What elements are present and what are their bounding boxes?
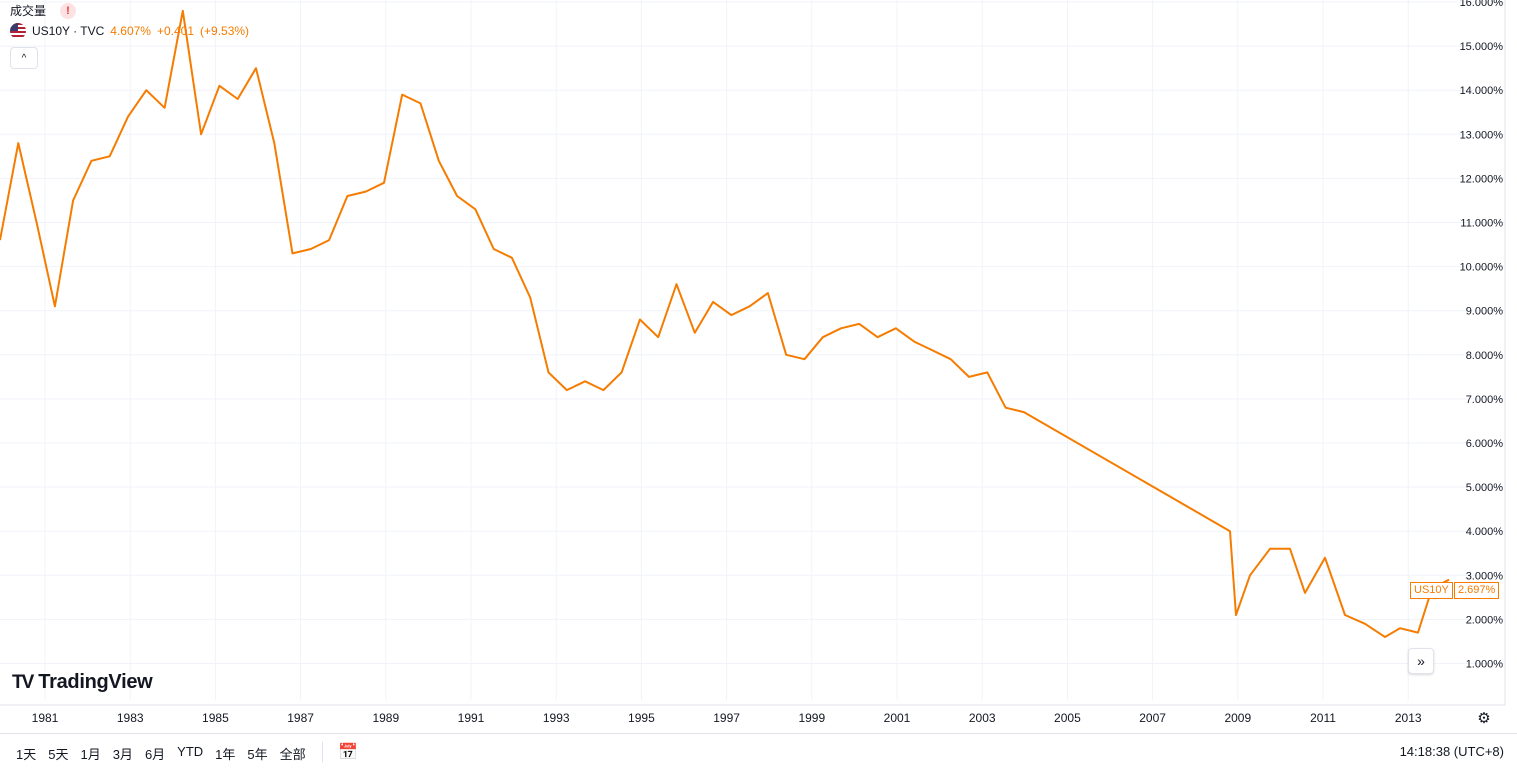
range-button[interactable]: 1年 xyxy=(215,747,236,762)
price-chart[interactable]: 1.000% 2.000% 3.000% 4.000% 5.000% 6.000% 7.00… xyxy=(0,0,1517,733)
us-flag-icon xyxy=(10,23,26,39)
toolbar-divider xyxy=(322,742,323,762)
x-tick-label: 1985 xyxy=(202,711,229,725)
x-tick-label: 2013 xyxy=(1395,711,1422,725)
y-tick-label: 1.000% xyxy=(1466,659,1504,671)
range-selector: 1天 5天 1月 3月 6月 YTD 1年 5年 全部 xyxy=(10,744,312,763)
y-tick-label: 13.000% xyxy=(1460,129,1504,141)
scroll-to-realtime-button[interactable]: » xyxy=(1408,648,1434,674)
last-price: 4.607% xyxy=(110,24,151,38)
tradingview-logo-text: TradingView xyxy=(38,671,153,693)
y-tick-label: 16.000% xyxy=(1460,0,1504,9)
y-tick-label: 4.000% xyxy=(1466,526,1504,538)
tradingview-logo-icon: TV xyxy=(12,671,34,693)
bottom-toolbar: 1天 5天 1月 3月 6月 YTD 1年 5年 全部 📅 14:18:38 (… xyxy=(0,733,1517,769)
range-button[interactable]: 全部 xyxy=(279,747,306,762)
y-tick-label: 12.000% xyxy=(1460,173,1504,185)
y-tick-label: 14.000% xyxy=(1460,85,1504,97)
range-button[interactable]: YTD xyxy=(177,744,204,759)
alert-icon[interactable]: ! xyxy=(60,2,77,19)
x-tick-label: 1989 xyxy=(372,711,399,725)
collapse-legend-button[interactable]: ^ xyxy=(10,47,38,69)
legend: 成交量 ! US10Y · TVC 4.607% +0.401 (+9.53%) xyxy=(10,2,249,39)
range-button[interactable]: 6月 xyxy=(144,747,166,762)
x-tick-label: 2003 xyxy=(969,711,996,725)
x-tick-label: 1993 xyxy=(543,711,570,725)
goto-date-calendar-icon[interactable]: 📅 xyxy=(338,744,358,761)
x-tick-label: 1997 xyxy=(713,711,740,725)
y-tick-label: 5.000% xyxy=(1466,482,1504,494)
volume-label: 成交量 xyxy=(10,4,47,18)
range-button[interactable]: 1月 xyxy=(80,747,101,762)
price-tag-value: 2.697% xyxy=(1454,582,1500,599)
y-tick-label: 11.000% xyxy=(1460,218,1503,230)
y-tick-label: 10.000% xyxy=(1460,262,1504,274)
range-button[interactable]: 5天 xyxy=(48,747,69,762)
x-tick-label: 1995 xyxy=(628,711,655,725)
price-change-percent: (+9.53%) xyxy=(200,24,250,38)
y-tick-label: 2.000% xyxy=(1466,614,1504,626)
range-button[interactable]: 5年 xyxy=(247,747,268,762)
settings-gear-icon[interactable]: ⚙ xyxy=(1477,710,1491,727)
tradingview-logo[interactable]: TV TradingView xyxy=(12,671,153,694)
y-tick-label: 7.000% xyxy=(1466,394,1504,406)
y-tick-label: 3.000% xyxy=(1466,570,1504,582)
y-tick-label: 6.000% xyxy=(1466,438,1504,450)
us10y-series-line xyxy=(0,9,1450,638)
clock-timezone[interactable]: 14:18:38 (UTC+8) xyxy=(1399,744,1504,759)
range-button[interactable]: 3月 xyxy=(112,747,133,762)
x-tick-label: 2009 xyxy=(1224,711,1251,725)
x-tick-label: 1987 xyxy=(287,711,314,725)
price-tag-symbol: US10Y xyxy=(1410,582,1453,599)
x-tick-label: 1981 xyxy=(32,711,59,725)
x-tick-label: 2007 xyxy=(1139,711,1166,725)
x-tick-label: 1999 xyxy=(798,711,825,725)
x-tick-label: 1983 xyxy=(117,711,144,725)
x-tick-label: 1991 xyxy=(458,711,485,725)
symbol-name[interactable]: US10Y · TVC xyxy=(32,24,105,38)
x-tick-label: 2001 xyxy=(884,711,911,725)
price-change: +0.401 xyxy=(156,24,195,38)
y-tick-label: 8.000% xyxy=(1466,350,1504,362)
y-tick-label: 15.000% xyxy=(1460,41,1504,53)
range-button[interactable]: 1天 xyxy=(16,747,37,762)
y-tick-label: 9.000% xyxy=(1466,306,1504,318)
x-tick-label: 2011 xyxy=(1310,711,1336,725)
x-tick-label: 2005 xyxy=(1054,711,1081,725)
